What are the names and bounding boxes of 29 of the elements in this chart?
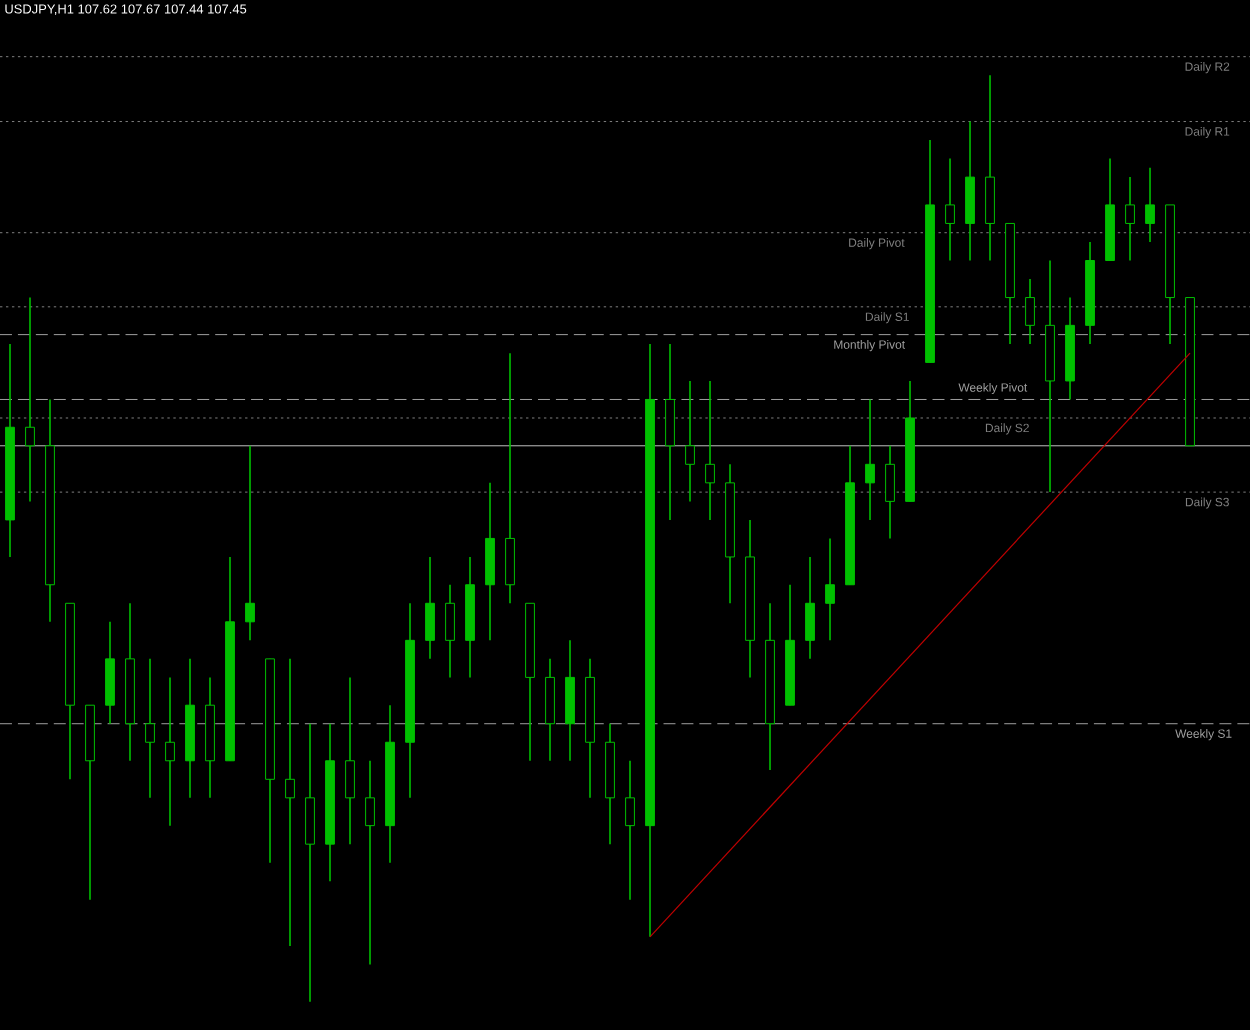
candlestick (705, 380, 715, 521)
candlestick (305, 722, 315, 1003)
candlestick (1025, 278, 1035, 345)
candlestick (145, 658, 155, 799)
candlestick (945, 157, 955, 262)
candlestick (665, 343, 675, 521)
candlestick (865, 398, 875, 521)
candlestick (365, 759, 375, 966)
candlestick (885, 444, 895, 540)
candlestick (25, 296, 35, 503)
candlestick (565, 639, 575, 762)
candlestick (545, 658, 555, 762)
candlestick (345, 676, 355, 845)
candlestick (685, 380, 695, 503)
candlestick (165, 676, 175, 827)
candlestick (505, 352, 515, 605)
candlestick (285, 658, 295, 947)
candlestick (1125, 176, 1135, 262)
candlestick (965, 120, 975, 262)
candlestick (985, 74, 995, 262)
candlestick (825, 537, 835, 642)
candlestick (805, 556, 815, 660)
candlestick (245, 444, 255, 642)
candlestick (105, 621, 115, 725)
candlestick (445, 583, 455, 679)
candlestick (485, 482, 495, 642)
candlestick (425, 556, 435, 660)
candlestick (1145, 167, 1155, 243)
candlestick (625, 759, 635, 901)
